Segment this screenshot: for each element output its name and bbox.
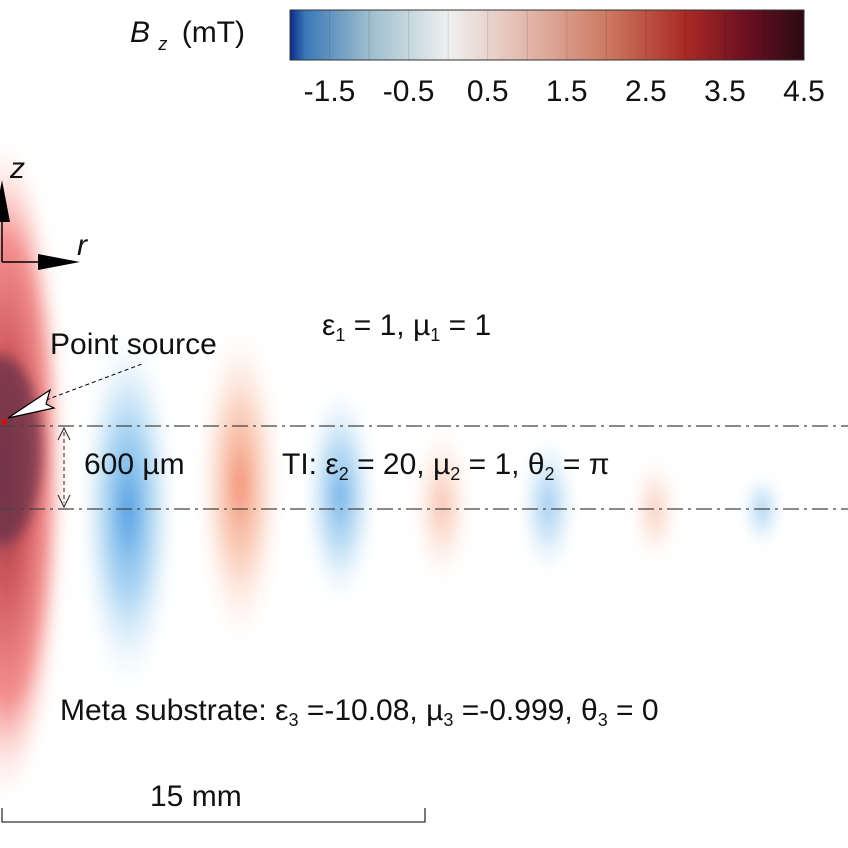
colorbar-label: B z (mT) bbox=[130, 16, 245, 57]
field-blob-pos-2 bbox=[412, 425, 472, 585]
colorbar-label-subscript: z bbox=[157, 34, 167, 54]
colorbar-label-unit: (mT) bbox=[182, 16, 245, 49]
scale-bar-label: 15 mm bbox=[150, 780, 242, 813]
field-blob-neg-1 bbox=[80, 330, 176, 690]
colorbar-bar bbox=[289, 9, 805, 61]
thickness-marker: 600 µm bbox=[57, 426, 185, 509]
thickness-arrow-bottom bbox=[57, 494, 71, 509]
thickness-arrow-top bbox=[57, 426, 71, 441]
r-axis-label: r bbox=[77, 229, 88, 262]
field-blob-pos-3 bbox=[631, 455, 679, 565]
colorbar-tick-label: 2.5 bbox=[625, 75, 667, 108]
colorbar-tick-label: 0.5 bbox=[467, 75, 509, 108]
colorbar-ticks: -1.5 -0.5 0.5 1.5 2.5 3.5 4.5 bbox=[304, 75, 825, 108]
field-blob-neg-2 bbox=[304, 385, 376, 605]
colorbar: B z (mT) -1.5 -0.5 0.5 1.5 2.5 3.5 4.5 bbox=[130, 9, 825, 108]
colorbar-tick-label: 4.5 bbox=[783, 75, 825, 108]
point-source-leader bbox=[45, 363, 143, 401]
air-region-label: ε1 = 1, µ1 = 1 bbox=[322, 309, 491, 345]
colorbar-label-symbol: B bbox=[130, 16, 150, 49]
thickness-label: 600 µm bbox=[84, 448, 185, 481]
substrate-region-label: Meta substrate: ε3 =-10.08, µ3 =-0.999, … bbox=[60, 694, 659, 730]
scale-bar: 15 mm bbox=[1, 780, 426, 823]
colorbar-tick-label: -0.5 bbox=[383, 75, 435, 108]
scale-bar-line bbox=[1, 808, 426, 823]
coordinate-axes: z r bbox=[0, 152, 88, 270]
point-source-annotation: Point source bbox=[1, 328, 217, 425]
z-axis-arrow bbox=[0, 180, 10, 222]
field-blob-neg-3 bbox=[520, 433, 576, 577]
colorbar-tick-label: 3.5 bbox=[704, 75, 746, 108]
colorbar-tick-label: 1.5 bbox=[546, 75, 588, 108]
field-blob-neg-4 bbox=[742, 472, 782, 548]
point-source-label: Point source bbox=[50, 328, 217, 361]
point-source-dot bbox=[1, 419, 7, 425]
field-blob-pos-1 bbox=[198, 325, 282, 645]
point-source-arrow bbox=[7, 388, 56, 419]
r-axis-arrow bbox=[38, 254, 80, 270]
z-axis-label: z bbox=[9, 152, 25, 185]
field-map bbox=[0, 140, 782, 800]
colorbar-tick-label: -1.5 bbox=[304, 75, 356, 108]
ti-region-label: TI: ε2 = 20, µ2 = 1, θ2 = π bbox=[282, 448, 609, 484]
colorbar-grid bbox=[329, 10, 765, 60]
